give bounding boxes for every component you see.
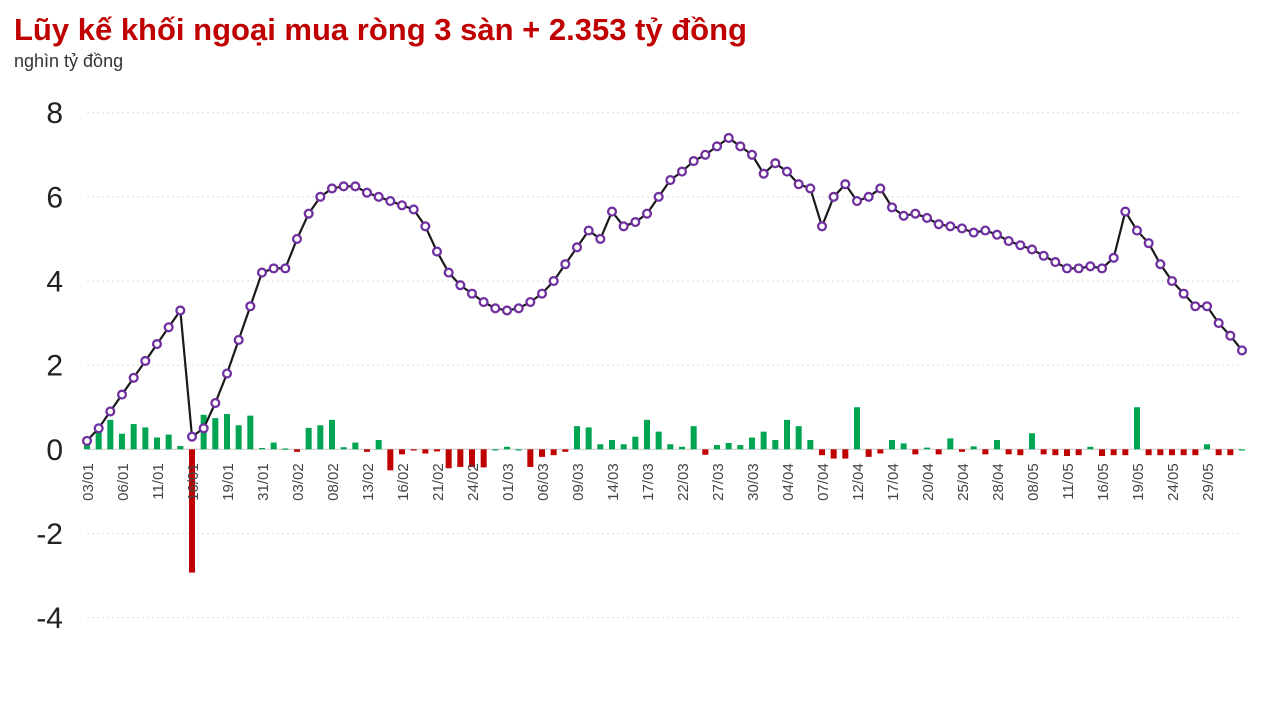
svg-text:01/03: 01/03 [500,463,517,501]
svg-text:21/02: 21/02 [430,463,447,501]
svg-text:29/05: 29/05 [1200,463,1217,501]
svg-text:22/03: 22/03 [675,463,692,501]
svg-text:06/03: 06/03 [535,463,552,501]
svg-text:13/02: 13/02 [360,463,377,501]
svg-text:11/05: 11/05 [1060,463,1077,499]
svg-text:14/03: 14/03 [605,463,622,501]
svg-text:2: 2 [46,350,63,383]
svg-text:-2: -2 [36,518,63,551]
svg-text:19/05: 19/05 [1130,463,1147,501]
svg-text:17/04: 17/04 [885,463,902,501]
svg-text:17/03: 17/03 [640,463,657,501]
svg-text:28/04: 28/04 [990,463,1007,501]
svg-text:24/02: 24/02 [465,463,482,501]
svg-text:08/02: 08/02 [325,463,342,501]
svg-text:0: 0 [46,434,63,467]
svg-text:11/01: 11/01 [150,463,167,499]
svg-text:30/03: 30/03 [745,463,762,501]
svg-text:03/02: 03/02 [290,463,307,501]
svg-text:-4: -4 [36,602,63,635]
svg-text:19/01: 19/01 [220,463,237,501]
svg-text:09/03: 09/03 [570,463,587,501]
svg-text:25/04: 25/04 [955,463,972,501]
svg-text:07/04: 07/04 [815,463,832,501]
svg-text:4: 4 [46,266,63,299]
svg-text:31/01: 31/01 [255,463,272,501]
svg-text:04/04: 04/04 [780,463,797,501]
svg-text:27/03: 27/03 [710,463,727,501]
svg-text:24/05: 24/05 [1165,463,1182,501]
svg-text:12/04: 12/04 [850,463,867,501]
svg-text:08/05: 08/05 [1025,463,1042,501]
svg-text:6: 6 [46,181,63,214]
svg-text:16/05: 16/05 [1095,463,1112,501]
svg-text:20/04: 20/04 [920,463,937,501]
svg-text:03/01: 03/01 [80,463,97,501]
svg-text:8: 8 [46,97,63,130]
svg-text:16/02: 16/02 [395,463,412,501]
svg-text:06/01: 06/01 [115,463,132,501]
svg-text:16/01: 16/01 [185,463,202,501]
